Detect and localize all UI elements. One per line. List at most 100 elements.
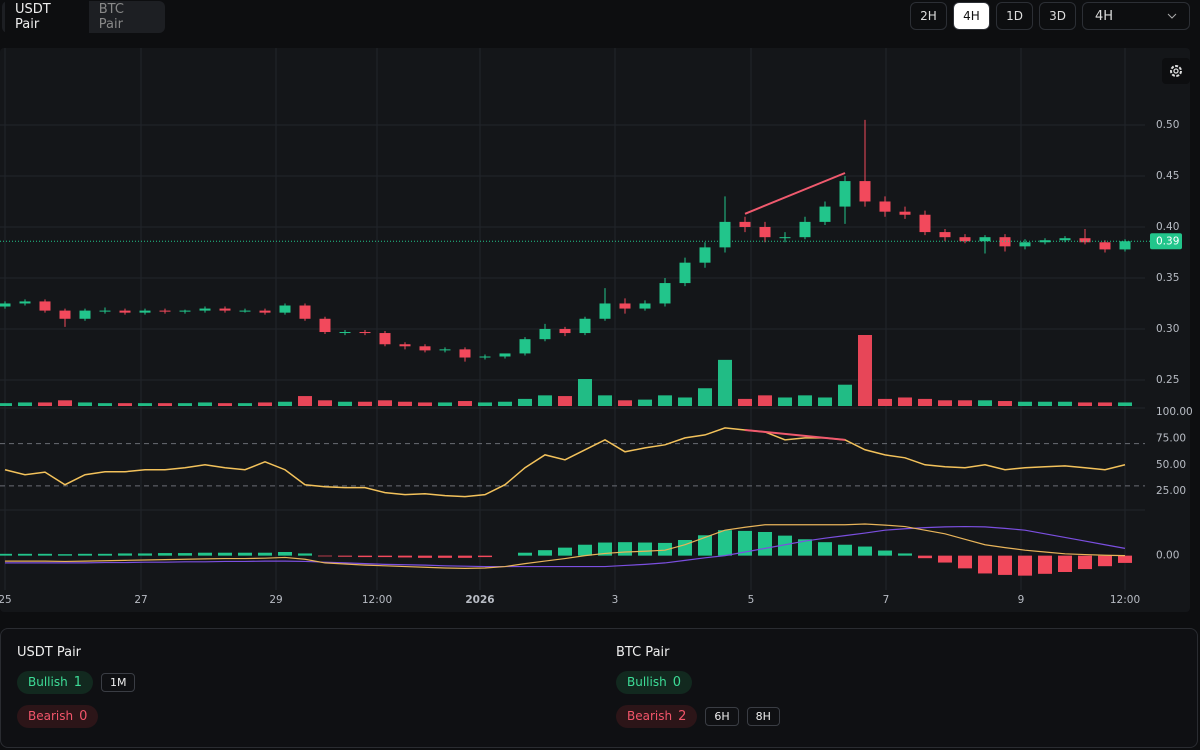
candle-body [239,310,251,312]
x-tick-label: 27 [134,594,147,606]
macd-histogram-bar [178,553,192,556]
candle-body [699,247,711,263]
candle-body [279,305,291,313]
candle-body [879,201,891,212]
candle-body [779,237,791,239]
volume-bar [738,398,752,406]
volume-bar [18,402,32,406]
volume-bar [718,359,732,406]
x-tick-label: 25 [0,594,12,606]
candle-body [319,318,331,333]
volume-bar [338,401,352,406]
volume-bar [118,403,132,406]
candle-body [359,332,371,334]
bullish-row: Bullish 0 [616,670,780,694]
macd-histogram-bar [198,552,212,556]
macd-histogram-bar [778,535,792,556]
macd-histogram-bar [538,550,552,556]
timeframe-button[interactable]: 3D [1039,2,1076,30]
macd-histogram-bar [618,542,632,556]
macd-histogram-bar [458,555,472,558]
settings-button[interactable] [1162,58,1190,84]
volume-bar [98,403,112,406]
macd-histogram-bar [398,555,412,558]
volume-bar [998,401,1012,406]
macd-histogram-bar [138,553,152,556]
volume-bar [778,397,792,406]
candle-body [899,211,911,215]
macd-histogram-bar [98,553,112,556]
bullish-count: 1 [73,674,82,690]
timeframe-button[interactable]: 4H [953,2,990,30]
volume-bar [798,395,812,406]
candle-body [499,353,511,357]
summary-column: USDT Pair Bullish 1 1M Bearish 0 [17,645,136,738]
macd-histogram-bar [358,555,372,558]
timeframe-button[interactable]: 2H [910,2,947,30]
volume-bar [218,403,232,406]
timeframe-select[interactable]: 4H [1082,2,1190,30]
tab[interactable]: BTC Pair [98,2,124,32]
volume-bar [1038,401,1052,406]
volume-bar [438,402,452,406]
volume-bar [458,401,472,406]
last-price-label: 0.39 [1156,235,1179,247]
last-price-box [1150,233,1182,250]
macd-line [5,523,1126,569]
candle-body [919,214,931,233]
macd-histogram-bar [998,555,1012,575]
summary-title: BTC Pair [616,645,670,660]
y-tick-label: 0.45 [1156,170,1179,182]
tab[interactable]: USDT Pair [5,0,89,38]
volume-bar [858,335,872,406]
timeframe-chip[interactable]: 6H [705,706,739,726]
macd-histogram-bar [78,553,92,556]
volume-bar [878,398,892,406]
rsi-tick-label: 25.00 [1156,485,1186,497]
candle-body [439,349,451,351]
rsi-tick-label: 50.00 [1156,459,1186,471]
macd-histogram-bar [1078,555,1092,570]
macd-histogram-bar [478,555,492,558]
x-tick-label: 3 [612,594,619,606]
bearish-count: 0 [79,708,88,724]
timeframe-chip[interactable]: 8H [746,706,780,726]
candle-body [1119,241,1131,250]
candle-body [1019,242,1031,247]
candle-body [1099,242,1111,250]
summary-title: USDT Pair [17,645,82,660]
macd-tick-label: 0.00 [1156,550,1179,562]
bullish-count: 0 [672,674,681,690]
price-divergence [744,172,846,215]
volume-bar [478,402,492,406]
x-tick-label: 9 [1018,594,1025,606]
bearish-label: Bearish [28,708,74,723]
timeframe-button[interactable]: 1D [996,2,1033,30]
macd-histogram-bar [878,550,892,556]
macd-histogram-bar [0,553,12,556]
rsi-tick-label: 75.00 [1156,432,1186,444]
timeframe-chip[interactable]: 1M [100,672,136,692]
macd-histogram-bar [378,555,392,558]
macd-histogram-bar [158,553,172,556]
x-tick-label: 2026 [465,594,494,606]
macd-histogram-bar [938,555,952,563]
volume-bar [378,400,392,406]
volume-bar [398,401,412,406]
macd-histogram-bar [418,555,432,558]
macd-histogram-bar [58,554,72,556]
x-tick-label: 29 [269,594,282,606]
pair-tabs: USDT Pair BTC Pair [2,0,165,38]
chevron [1167,13,1177,19]
candle-body [599,303,611,319]
macd-histogram-bar [1058,555,1072,572]
candle-body [979,237,991,242]
volume-bar [418,402,432,406]
candle-body [739,221,751,227]
macd-histogram-bar [38,553,52,556]
candle-body [619,303,631,309]
rsi-divergence [744,428,846,441]
volume-bar [938,400,952,406]
candle-body [159,310,171,312]
macd-histogram-bar [218,552,232,556]
